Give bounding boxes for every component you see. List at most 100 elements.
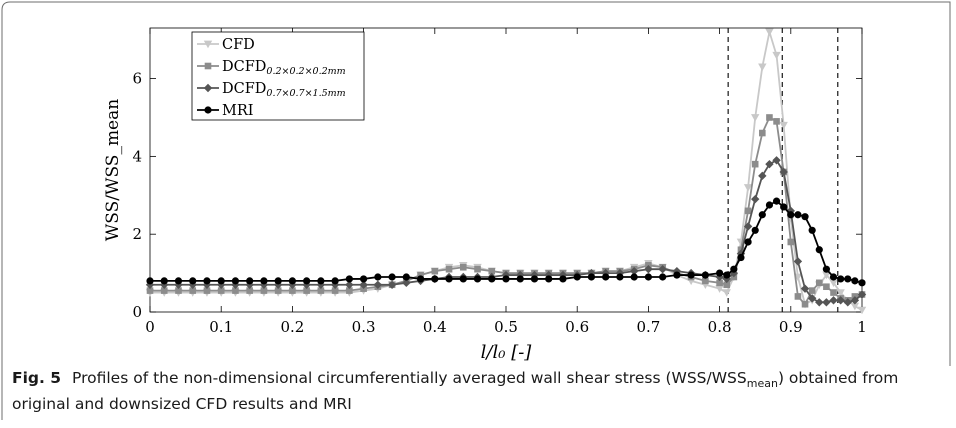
data-point	[751, 194, 760, 204]
data-point	[836, 296, 845, 305]
data-point	[787, 211, 795, 219]
data-point	[587, 273, 596, 281]
data-point	[232, 287, 239, 294]
data-point	[175, 287, 182, 294]
data-point	[388, 273, 396, 281]
data-point	[203, 287, 211, 294]
data-point	[374, 273, 382, 281]
data-point	[772, 197, 781, 205]
data-point	[345, 280, 354, 289]
data-point	[288, 277, 296, 285]
data-point	[815, 279, 823, 287]
y-axis-label: WSS/WSS_mean	[103, 99, 123, 241]
data-point	[743, 222, 753, 231]
data-point	[751, 160, 759, 168]
data-point	[794, 211, 802, 219]
data-point	[830, 289, 837, 296]
data-point	[417, 271, 424, 279]
data-point	[737, 253, 745, 262]
x-tick-label: 0.2	[280, 318, 304, 336]
legend-item-0: CFD	[197, 37, 255, 53]
legend-item-1: DCFD0.2×0.2×0.2mm	[197, 59, 346, 77]
data-point	[459, 275, 467, 283]
legend-label: CFD	[222, 37, 255, 53]
data-point	[189, 277, 197, 285]
data-point	[204, 106, 212, 114]
data-point	[303, 277, 311, 285]
x-tick-label: 0.7	[636, 318, 660, 336]
data-point	[530, 275, 539, 283]
data-point	[850, 296, 860, 305]
data-point	[217, 277, 225, 285]
data-point	[203, 277, 211, 285]
data-point	[786, 206, 795, 216]
legend-label: DCFD0.7×0.7×1.5mm	[222, 81, 346, 99]
legend-label: MRI	[222, 103, 254, 119]
data-point	[189, 287, 197, 294]
data-point	[836, 289, 845, 297]
data-point	[658, 265, 667, 274]
y-tick-label: 0	[132, 303, 142, 321]
data-point	[473, 275, 482, 283]
legend-label-main: CFD	[222, 37, 255, 53]
legend-label-main: DCFD	[222, 81, 266, 97]
data-point	[716, 279, 723, 287]
data-point	[174, 277, 183, 285]
x-tick-label: 0.5	[494, 318, 518, 336]
data-point	[744, 207, 752, 215]
data-point	[766, 114, 773, 121]
data-point	[260, 277, 268, 285]
data-point	[829, 296, 838, 305]
data-point	[260, 287, 268, 294]
data-point	[431, 275, 439, 283]
legend-label: DCFD0.2×0.2×0.2mm	[222, 59, 346, 77]
data-point	[765, 28, 774, 37]
data-point	[145, 280, 155, 289]
x-tick-label: 0.1	[209, 318, 233, 336]
data-point	[801, 213, 809, 221]
data-point	[289, 287, 296, 294]
data-point	[723, 281, 731, 289]
data-point	[716, 269, 724, 277]
data-point	[822, 271, 831, 280]
data-point	[751, 226, 759, 234]
x-tick-label: 0.9	[779, 318, 803, 336]
data-point	[573, 273, 581, 281]
legend-item-3: MRI	[197, 103, 254, 119]
data-point	[779, 121, 788, 130]
x-tick-label: 0.3	[352, 318, 376, 336]
y-tick-label: 6	[132, 70, 142, 88]
data-point	[808, 226, 816, 234]
data-point	[203, 83, 213, 93]
legend-box	[191, 31, 365, 121]
data-point	[303, 287, 310, 294]
data-point	[858, 279, 866, 287]
data-point	[687, 271, 695, 279]
data-point	[416, 275, 425, 283]
data-point	[431, 267, 439, 275]
data-point	[779, 167, 788, 177]
data-point	[346, 287, 353, 294]
data-point	[857, 306, 867, 315]
x-tick-label: 1	[857, 318, 867, 336]
data-point	[673, 271, 681, 279]
data-point	[402, 273, 410, 281]
data-point	[387, 280, 397, 289]
data-point	[488, 267, 496, 275]
legend-label-main: DCFD	[222, 59, 266, 75]
data-point	[807, 294, 817, 303]
data-point	[659, 273, 667, 281]
data-point	[160, 287, 168, 294]
data-point	[274, 287, 282, 294]
data-point	[204, 62, 212, 70]
data-point	[559, 275, 567, 283]
x-tick-label: 0.8	[708, 318, 732, 336]
data-point	[545, 275, 553, 283]
x-tick-label: 0.4	[423, 318, 447, 336]
data-point	[837, 275, 845, 283]
data-point	[793, 257, 803, 266]
data-point	[787, 238, 795, 246]
data-point	[602, 273, 610, 281]
